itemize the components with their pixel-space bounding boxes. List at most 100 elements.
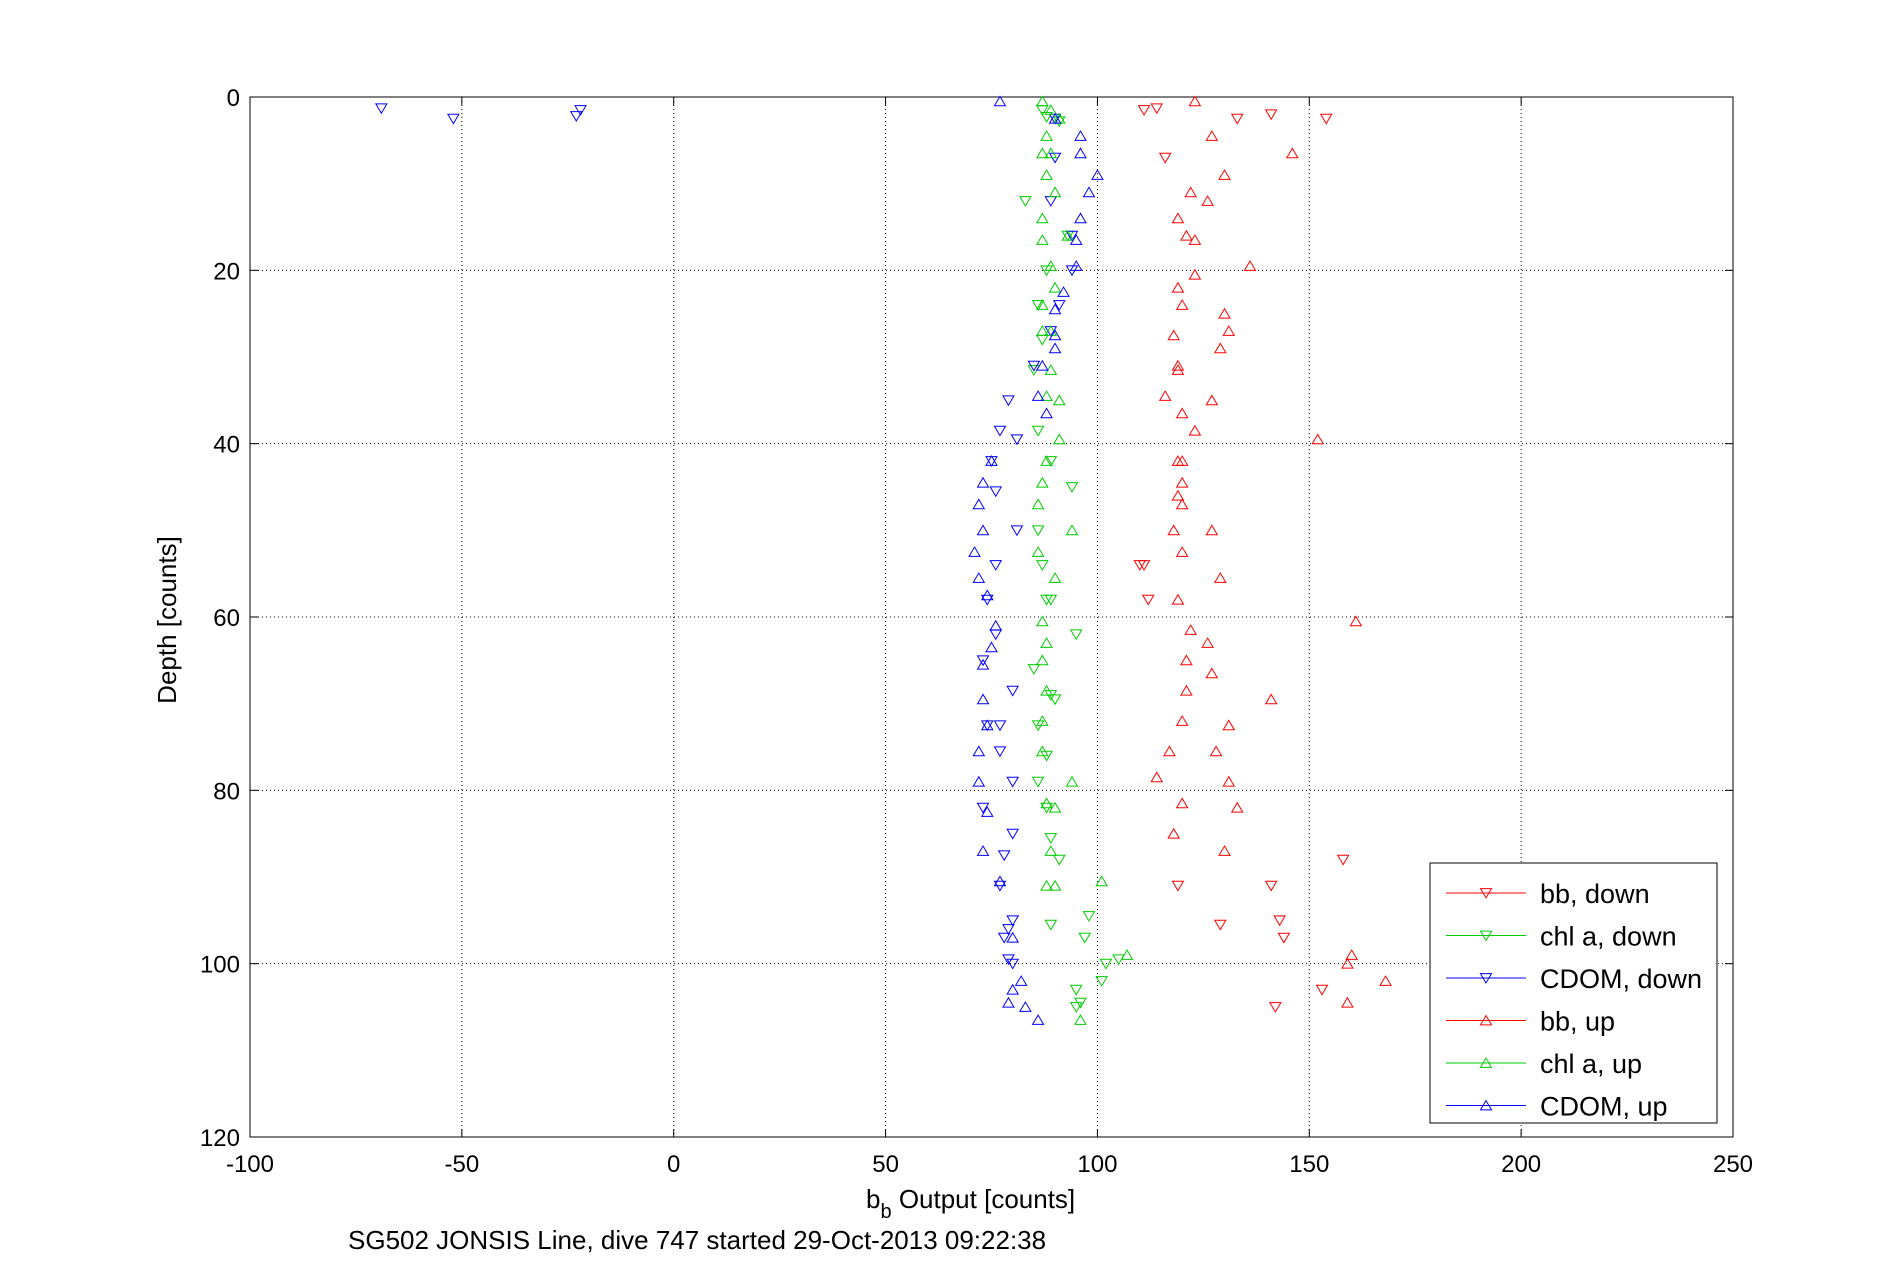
data-point (574, 105, 587, 116)
data-point (1031, 300, 1045, 311)
legend-marker (1479, 1099, 1493, 1111)
data-point (1035, 299, 1049, 310)
data-point (1074, 130, 1087, 141)
data-point (1175, 797, 1189, 809)
data-point (1035, 615, 1049, 627)
data-point (1048, 694, 1062, 706)
data-point (1035, 654, 1049, 666)
data-point (1188, 424, 1202, 436)
data-point (1180, 229, 1193, 241)
data-point (1069, 984, 1083, 996)
data-point (1175, 715, 1189, 726)
data-point (1027, 360, 1041, 372)
data-point (1095, 976, 1109, 987)
data-point (1052, 433, 1066, 445)
data-point (1040, 594, 1053, 606)
data-point (985, 455, 998, 466)
data-point (1095, 875, 1109, 887)
data-point (989, 619, 1003, 631)
data-point (1171, 359, 1185, 371)
data-point (1222, 719, 1236, 731)
data-point (1014, 975, 1028, 986)
data-point (1010, 434, 1024, 446)
legend-label: chl a, up (1540, 1049, 1642, 1079)
x-tick-label: 0 (667, 1151, 680, 1178)
data-point (1184, 186, 1198, 198)
legend-label: CDOM, up (1540, 1092, 1668, 1122)
data-point (1035, 715, 1049, 726)
data-point (1044, 104, 1058, 115)
y-tick-label: 80 (213, 778, 240, 805)
data-point (1345, 949, 1359, 960)
data-point (1120, 949, 1134, 960)
data-point (968, 546, 981, 557)
data-point (1341, 996, 1354, 1008)
data-point (1167, 329, 1181, 341)
data-point (1044, 260, 1058, 271)
data-point (1031, 776, 1045, 788)
data-point (1069, 260, 1083, 271)
data-point (1171, 489, 1185, 501)
data-point (1057, 286, 1070, 297)
data-point (1150, 771, 1164, 783)
data-point (1040, 130, 1053, 141)
data-point (1222, 325, 1236, 336)
data-point (1074, 212, 1087, 224)
data-point (1052, 854, 1066, 866)
data-point (1379, 975, 1392, 986)
x-axis-label: bb Output [counts] (866, 1184, 1075, 1223)
data-point (1040, 407, 1053, 419)
legend-label: chl a, down (1540, 922, 1677, 952)
data-point (976, 476, 990, 488)
data-point (1222, 775, 1236, 787)
data-point (1069, 1002, 1083, 1013)
data-point (1074, 1014, 1087, 1025)
data-point (1082, 186, 1096, 198)
x-tick-label: 50 (872, 1151, 899, 1178)
data-point (1264, 880, 1278, 892)
data-point (1065, 482, 1079, 493)
data-point (1044, 325, 1058, 336)
data-point (1201, 195, 1214, 206)
x-tick-label: 250 (1713, 1151, 1753, 1178)
data-point (1044, 456, 1058, 467)
data-point (1035, 325, 1049, 336)
data-point (997, 932, 1011, 944)
data-point (1171, 593, 1185, 605)
data-point (1188, 234, 1202, 245)
data-point (569, 111, 583, 123)
data-point (1188, 95, 1202, 107)
data-point (976, 655, 990, 667)
legend-label: bb, up (1540, 1007, 1615, 1037)
data-point (993, 875, 1007, 887)
data-point (1205, 130, 1219, 141)
data-point (1052, 394, 1066, 406)
data-point (1044, 919, 1058, 931)
data-point (1065, 775, 1079, 787)
data-point (1158, 152, 1172, 164)
data-point (1031, 525, 1045, 537)
data-point (1184, 624, 1198, 635)
data-point (1188, 268, 1202, 280)
data-point (1031, 425, 1045, 437)
data-point (1158, 390, 1172, 401)
x-tick-label: 150 (1289, 1151, 1329, 1178)
data-point (1175, 407, 1189, 419)
data-point (1040, 455, 1053, 466)
data-point (1074, 147, 1087, 159)
data-point (1019, 196, 1032, 207)
data-point (1002, 996, 1015, 1008)
data-point (997, 850, 1011, 862)
y-tick-label: 20 (213, 258, 240, 285)
data-point (1349, 615, 1363, 627)
data-point (1167, 524, 1181, 536)
x-tick-label: 200 (1501, 1151, 1541, 1178)
data-point (1230, 113, 1244, 125)
y-tick-label: 40 (213, 432, 240, 459)
data-point (1082, 911, 1096, 922)
data-point (972, 498, 986, 510)
data-point (1319, 113, 1333, 125)
data-point (1040, 879, 1053, 891)
data-point (1048, 342, 1062, 354)
data-point (972, 775, 986, 787)
